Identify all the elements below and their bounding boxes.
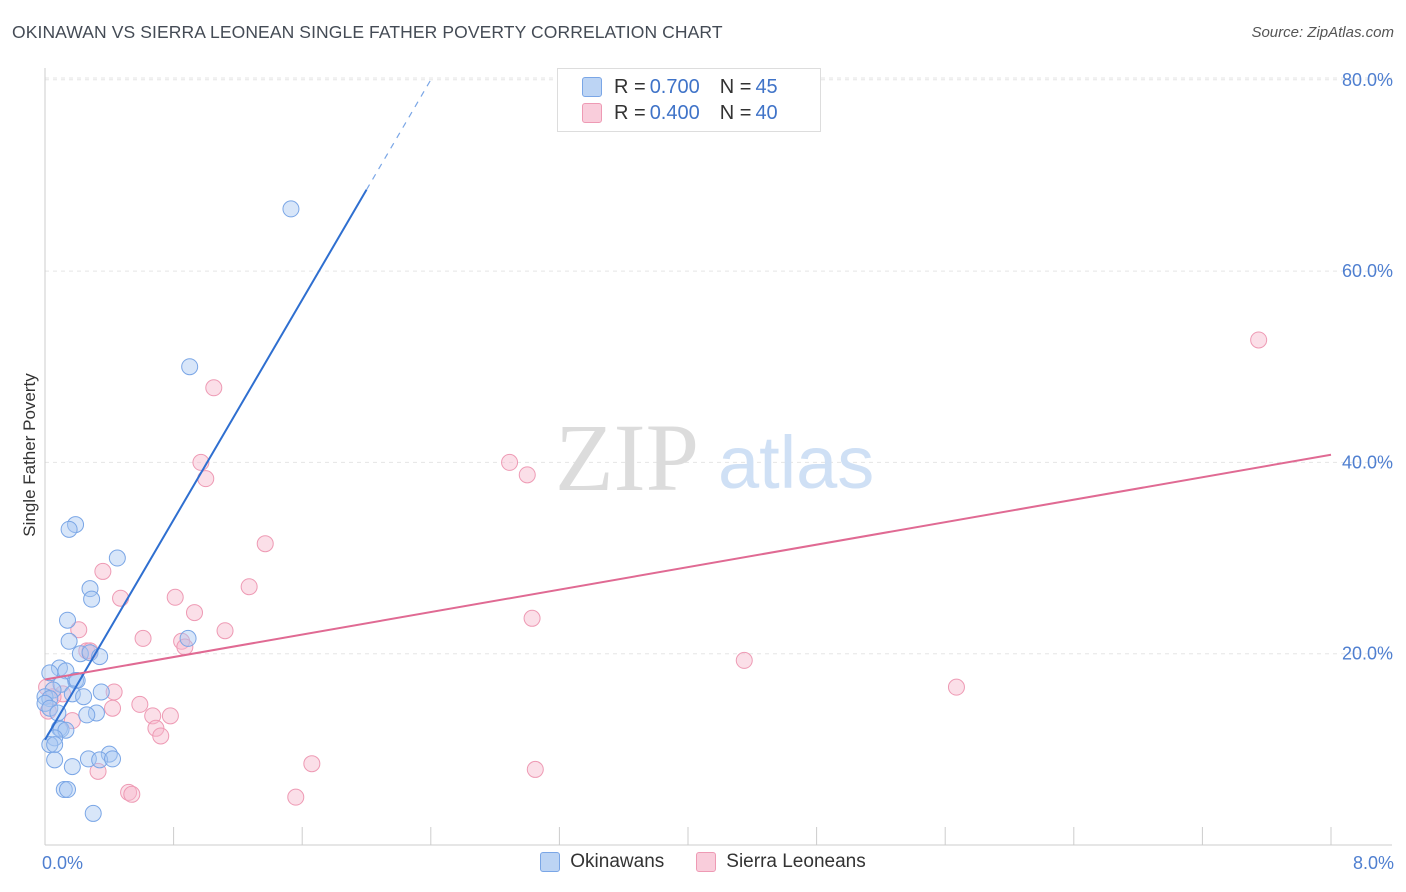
trend-lines bbox=[44, 79, 1332, 741]
series-sierra-leoneans bbox=[38, 331, 1268, 806]
data-point-okinawan bbox=[41, 664, 59, 682]
legend-swatch-blue bbox=[540, 852, 561, 872]
legend-r-value: 0.400 bbox=[649, 101, 700, 124]
data-point-okinawan bbox=[100, 745, 118, 763]
data-point-okinawan bbox=[84, 804, 102, 822]
legend-item-okinawans: Okinawans bbox=[540, 851, 664, 873]
legend-row-sierra-leoneans: R = 0.400 N = 40 bbox=[582, 100, 778, 126]
legend-swatch-pink bbox=[582, 103, 602, 123]
data-point-okinawan bbox=[36, 694, 54, 712]
data-point-sierra-leonean bbox=[303, 755, 321, 773]
trend-line-sierra-leoneans bbox=[44, 453, 1332, 681]
data-point-okinawan bbox=[41, 690, 59, 708]
data-point-sierra-leonean bbox=[123, 785, 141, 803]
legend-n-label: N = bbox=[719, 75, 752, 98]
data-point-okinawan bbox=[59, 781, 77, 799]
legend-r-label: R = bbox=[614, 101, 646, 124]
data-point-sierra-leonean bbox=[120, 783, 138, 801]
y-tick-labels: 20.0% 40.0% 60.0% 80.0% bbox=[1342, 70, 1393, 664]
data-point-sierra-leonean bbox=[152, 727, 170, 745]
trend-line-okinawans bbox=[44, 189, 368, 741]
data-point-okinawan bbox=[63, 758, 81, 776]
legend-r-label: R = bbox=[614, 75, 646, 98]
series-legend: Okinawans Sierra Leoneans bbox=[0, 851, 1406, 873]
data-point-sierra-leonean bbox=[523, 609, 541, 627]
data-point-okinawan bbox=[46, 736, 64, 754]
data-point-sierra-leonean bbox=[518, 466, 536, 484]
data-point-sierra-leonean bbox=[256, 535, 274, 553]
legend-n-value: 45 bbox=[755, 75, 778, 98]
chart-title: OKINAWAN VS SIERRA LEONEAN SINGLE FATHER… bbox=[12, 22, 723, 42]
legend-r-value: 0.700 bbox=[649, 75, 700, 98]
data-point-okinawan bbox=[46, 751, 64, 769]
legend-swatch-pink bbox=[696, 852, 717, 872]
legend-swatch-blue bbox=[582, 77, 602, 97]
data-point-okinawan bbox=[181, 358, 199, 376]
legend-n-label: N = bbox=[719, 101, 752, 124]
data-point-okinawan bbox=[75, 688, 93, 706]
watermark-atlas: atlas bbox=[718, 421, 874, 504]
x-tick-label-max: 8.0% bbox=[1353, 853, 1394, 873]
data-point-sierra-leonean bbox=[287, 788, 305, 806]
data-point-sierra-leonean bbox=[94, 562, 112, 580]
data-point-sierra-leonean bbox=[735, 651, 753, 669]
data-point-sierra-leonean bbox=[1250, 331, 1268, 349]
data-point-okinawan bbox=[179, 629, 197, 647]
data-point-okinawan bbox=[81, 580, 99, 598]
y-tick-label: 80.0% bbox=[1342, 70, 1393, 90]
y-tick-label: 60.0% bbox=[1342, 261, 1393, 281]
data-point-okinawan bbox=[60, 520, 78, 538]
data-point-sierra-leonean bbox=[526, 760, 544, 778]
series-okinawans bbox=[36, 200, 300, 822]
data-point-sierra-leonean bbox=[240, 578, 258, 596]
data-point-okinawan bbox=[92, 683, 110, 701]
legend-label-sierra-leoneans: Sierra Leoneans bbox=[726, 851, 866, 872]
data-point-sierra-leonean bbox=[63, 712, 81, 730]
y-tick-label: 40.0% bbox=[1342, 452, 1393, 472]
axes bbox=[44, 68, 1392, 846]
data-point-sierra-leonean bbox=[104, 699, 122, 717]
data-point-okinawan bbox=[52, 720, 70, 738]
source-label: Source: ZipAtlas.com bbox=[1251, 24, 1394, 41]
data-point-okinawan bbox=[60, 632, 78, 650]
legend-n-value: 40 bbox=[755, 101, 778, 124]
x-tick-label-min: 0.0% bbox=[42, 853, 83, 873]
watermark: ZIP atlas bbox=[555, 404, 874, 511]
data-point-okinawan bbox=[41, 736, 59, 754]
data-point-sierra-leonean bbox=[501, 453, 519, 471]
data-point-okinawan bbox=[104, 750, 122, 768]
data-point-okinawan bbox=[282, 200, 300, 218]
legend-label-okinawans: Okinawans bbox=[570, 851, 665, 872]
data-point-okinawan bbox=[78, 706, 96, 724]
watermark-zip: ZIP bbox=[555, 404, 699, 511]
y-tick-label: 20.0% bbox=[1342, 644, 1393, 664]
data-point-okinawan bbox=[59, 611, 77, 629]
data-point-sierra-leonean bbox=[947, 678, 965, 696]
data-point-okinawan bbox=[108, 549, 126, 567]
data-point-okinawan bbox=[83, 590, 101, 608]
data-point-sierra-leonean bbox=[185, 604, 203, 622]
data-point-okinawan bbox=[41, 699, 59, 717]
correlation-legend: R = 0.700 N = 45 R = 0.400 N = 40 bbox=[557, 68, 821, 132]
data-point-sierra-leonean bbox=[70, 621, 88, 639]
data-point-sierra-leonean bbox=[161, 707, 179, 725]
legend-item-sierra-leoneans: Sierra Leoneans bbox=[696, 851, 866, 873]
grid-lines bbox=[45, 77, 1392, 655]
data-point-sierra-leonean bbox=[216, 622, 234, 640]
legend-row-okinawans: R = 0.700 N = 45 bbox=[582, 74, 778, 100]
data-point-sierra-leonean bbox=[112, 589, 130, 607]
data-point-sierra-leonean bbox=[166, 588, 184, 606]
trend-line-okinawans-extension bbox=[365, 79, 432, 191]
data-point-sierra-leonean bbox=[131, 695, 149, 713]
data-point-okinawan bbox=[91, 751, 109, 769]
data-point-sierra-leonean bbox=[205, 379, 223, 397]
data-point-sierra-leonean bbox=[134, 629, 152, 647]
y-axis-label: Single Father Poverty bbox=[20, 373, 39, 537]
